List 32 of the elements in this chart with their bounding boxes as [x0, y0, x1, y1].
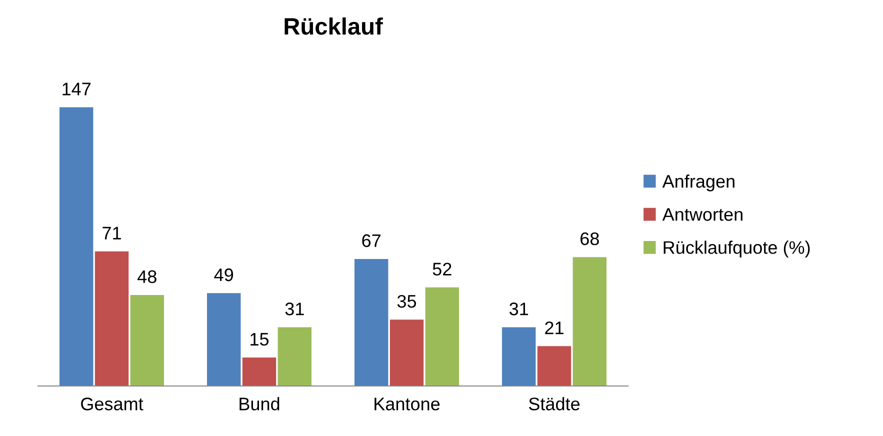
data-label: 48	[138, 270, 156, 284]
data-label: 35	[397, 294, 416, 308]
x-tick-label: Bund	[240, 397, 280, 410]
data-label: 52	[432, 262, 452, 276]
legend-label: Antworten	[662, 208, 742, 221]
bar	[502, 327, 536, 386]
x-tick-label: Gesamt	[81, 398, 144, 410]
bar	[537, 346, 572, 386]
data-label: 31	[285, 302, 304, 316]
data-label: 68	[580, 232, 599, 246]
legend-label: Rücklaufquote (%)	[664, 240, 810, 258]
x-tick-label: Kantone	[374, 398, 440, 410]
data-label: 49	[214, 268, 234, 282]
data-label: 15	[250, 333, 269, 346]
legend-label: Anfragen	[662, 174, 734, 192]
x-tick-label: Städte	[528, 397, 580, 410]
bar	[59, 107, 94, 386]
data-label: 147	[62, 82, 91, 96]
bar	[572, 257, 607, 386]
bar	[94, 251, 129, 386]
bar	[354, 258, 388, 386]
bar	[130, 295, 164, 386]
bar	[206, 293, 241, 386]
chart-title: Rücklauf	[284, 17, 383, 35]
bar	[242, 358, 276, 386]
data-label: 31	[510, 302, 528, 316]
bar	[425, 287, 460, 386]
data-label: 21	[545, 322, 564, 334]
data-label: 67	[362, 234, 380, 248]
data-label: 71	[102, 226, 121, 240]
bar	[278, 327, 312, 386]
bar	[390, 320, 424, 386]
